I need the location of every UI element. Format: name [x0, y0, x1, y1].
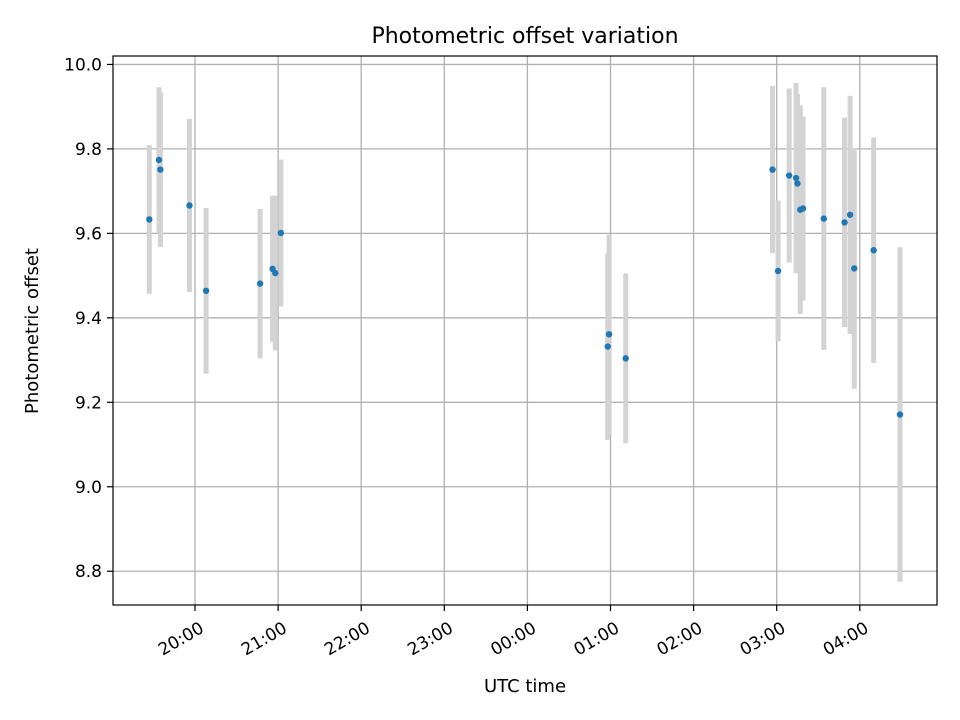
y-axis-ticks: 8.8 9.0 9.2 9.4 9.6 9.8 10.0 — [64, 55, 113, 582]
data-point — [277, 229, 285, 237]
data-point — [202, 287, 210, 295]
data-point — [896, 411, 904, 418]
data-point — [272, 269, 279, 277]
data-point — [851, 265, 858, 272]
data-point — [256, 280, 264, 287]
y-tick-label: 9.0 — [75, 478, 102, 498]
data-point — [841, 219, 848, 226]
data-point — [155, 156, 163, 164]
data-point — [792, 174, 800, 182]
data-point — [186, 202, 193, 209]
data-point — [604, 343, 611, 350]
data-points — [146, 156, 904, 418]
data-point — [622, 355, 629, 362]
y-tick-label: 9.4 — [75, 309, 102, 329]
y-tick-label: 9.6 — [75, 224, 102, 244]
chart-title: Photometric offset variation — [371, 24, 678, 49]
y-tick-label: 8.8 — [75, 562, 102, 582]
data-point — [146, 216, 153, 223]
data-point — [785, 172, 793, 179]
data-point — [846, 211, 854, 218]
plot-frame — [112, 55, 938, 606]
data-point — [774, 267, 782, 275]
y-axis-label: Photometric offset — [22, 248, 43, 414]
data-point — [870, 247, 877, 254]
y-tick-label: 10.0 — [64, 55, 102, 75]
data-point — [769, 166, 776, 173]
data-point — [799, 205, 807, 212]
data-point — [820, 215, 827, 222]
data-point — [794, 180, 801, 187]
y-tick-label: 9.2 — [75, 393, 102, 413]
data-point — [157, 166, 164, 173]
data-point — [605, 331, 613, 338]
y-tick-label: 9.8 — [75, 140, 102, 160]
x-axis-label: UTC time — [484, 676, 566, 697]
